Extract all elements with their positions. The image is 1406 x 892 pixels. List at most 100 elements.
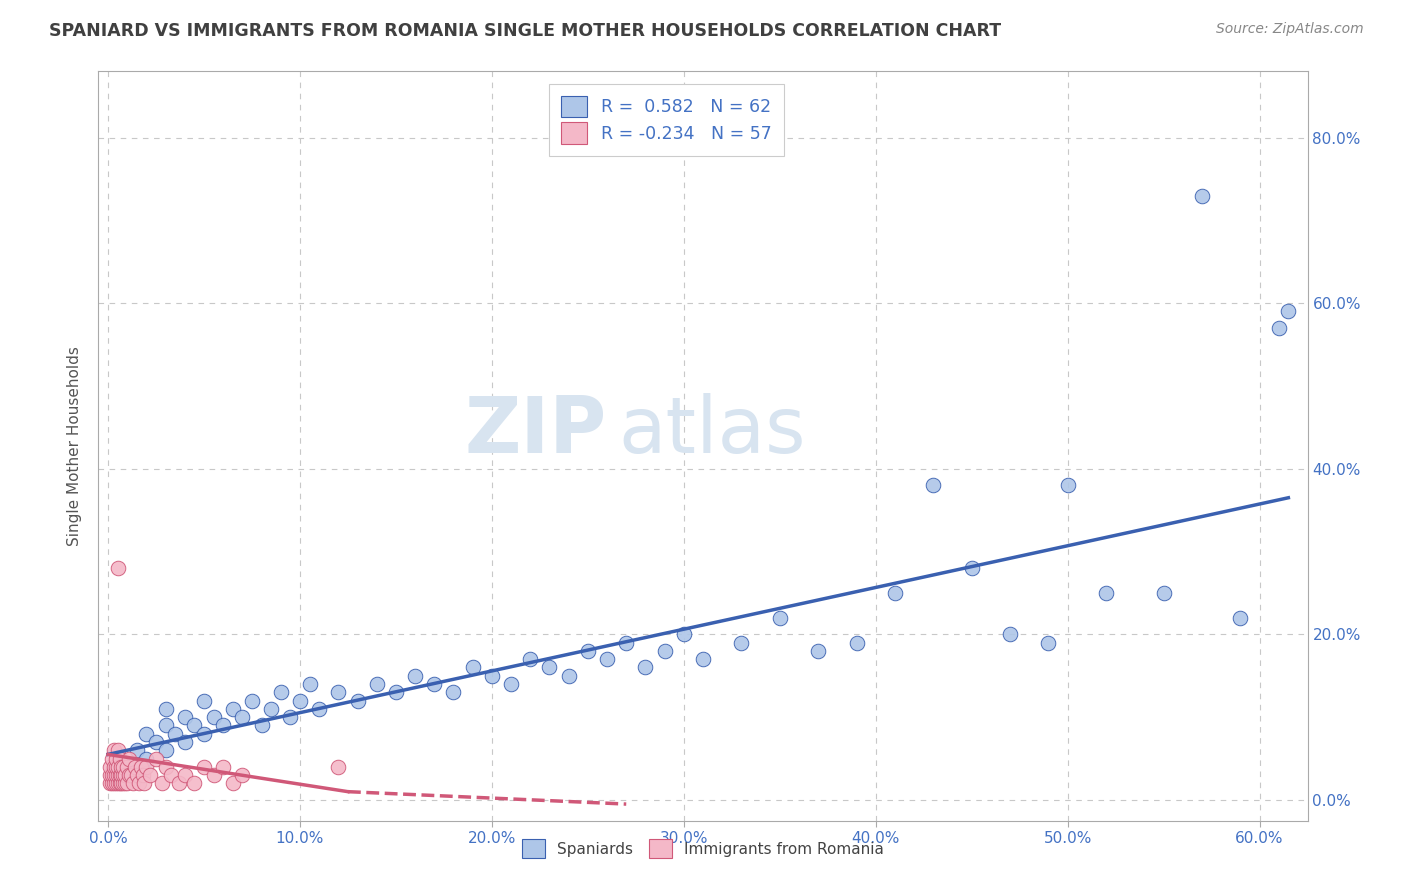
Point (104, 760, 127, 774)
Point (202, 768, 225, 782)
Point (155, 743, 177, 757)
Point (112, 776, 135, 790)
Point (884, 586, 907, 600)
Point (193, 727, 215, 741)
Point (107, 760, 129, 774)
Point (104, 768, 127, 782)
Point (366, 677, 388, 691)
Legend: Spaniards, Immigrants from Romania: Spaniards, Immigrants from Romania (515, 831, 891, 865)
Point (280, 710, 302, 724)
Point (481, 669, 503, 683)
Point (614, 635, 637, 649)
Point (183, 776, 205, 790)
Point (1095, 586, 1118, 600)
Point (212, 718, 235, 732)
Y-axis label: Single Mother Households: Single Mother Households (67, 346, 83, 546)
Point (231, 768, 253, 782)
Point (128, 776, 150, 790)
Point (692, 652, 714, 666)
Point (112, 768, 135, 782)
Point (183, 718, 205, 732)
Point (150, 776, 173, 790)
Point (807, 644, 830, 658)
Point (110, 760, 132, 774)
Point (103, 760, 125, 774)
Point (98, 760, 121, 774)
Point (103, 776, 125, 790)
Point (107, 743, 129, 757)
Point (557, 669, 579, 683)
Point (222, 776, 245, 790)
Point (260, 702, 283, 716)
Point (231, 710, 253, 724)
Point (443, 685, 465, 699)
Point (173, 768, 195, 782)
Point (129, 760, 152, 774)
Point (107, 768, 129, 782)
Point (519, 652, 541, 666)
Point (122, 776, 145, 790)
Point (346, 693, 368, 707)
Point (104, 751, 127, 765)
Point (193, 693, 215, 707)
Point (1038, 635, 1060, 649)
Point (576, 644, 599, 658)
Point (145, 735, 167, 749)
Point (114, 768, 136, 782)
Point (173, 710, 195, 724)
Point (108, 751, 131, 765)
Point (110, 776, 132, 790)
Point (98, 768, 121, 782)
Text: atlas: atlas (619, 393, 806, 469)
Point (155, 702, 177, 716)
Point (1277, 304, 1299, 318)
Point (167, 776, 190, 790)
Point (1229, 611, 1251, 625)
Point (212, 760, 235, 774)
Point (118, 768, 141, 782)
Point (101, 751, 124, 765)
Point (308, 702, 330, 716)
Point (103, 768, 125, 782)
Point (328, 685, 350, 699)
Point (120, 768, 142, 782)
Point (98, 776, 121, 790)
Point (110, 768, 132, 782)
Point (135, 760, 157, 774)
Point (131, 768, 153, 782)
Point (160, 768, 183, 782)
Point (922, 478, 945, 492)
Point (634, 660, 657, 674)
Point (193, 760, 215, 774)
Point (134, 776, 156, 790)
Point (101, 776, 124, 790)
Point (1191, 188, 1213, 202)
Point (125, 768, 148, 782)
Point (730, 635, 752, 649)
Point (135, 751, 157, 765)
Point (596, 652, 619, 666)
Point (461, 660, 484, 674)
Point (288, 693, 311, 707)
Point (845, 635, 868, 649)
Point (104, 776, 127, 790)
Point (385, 685, 408, 699)
Point (118, 751, 141, 765)
Point (298, 677, 321, 691)
Point (155, 760, 177, 774)
Point (998, 627, 1021, 641)
Point (115, 776, 138, 790)
Point (769, 611, 792, 625)
Point (1056, 478, 1078, 492)
Point (499, 677, 522, 691)
Point (1268, 321, 1291, 335)
Point (108, 776, 131, 790)
Point (145, 751, 167, 765)
Point (101, 768, 124, 782)
Point (125, 743, 148, 757)
Point (672, 627, 695, 641)
Point (250, 718, 273, 732)
Point (107, 776, 129, 790)
Point (240, 693, 263, 707)
Point (114, 776, 136, 790)
